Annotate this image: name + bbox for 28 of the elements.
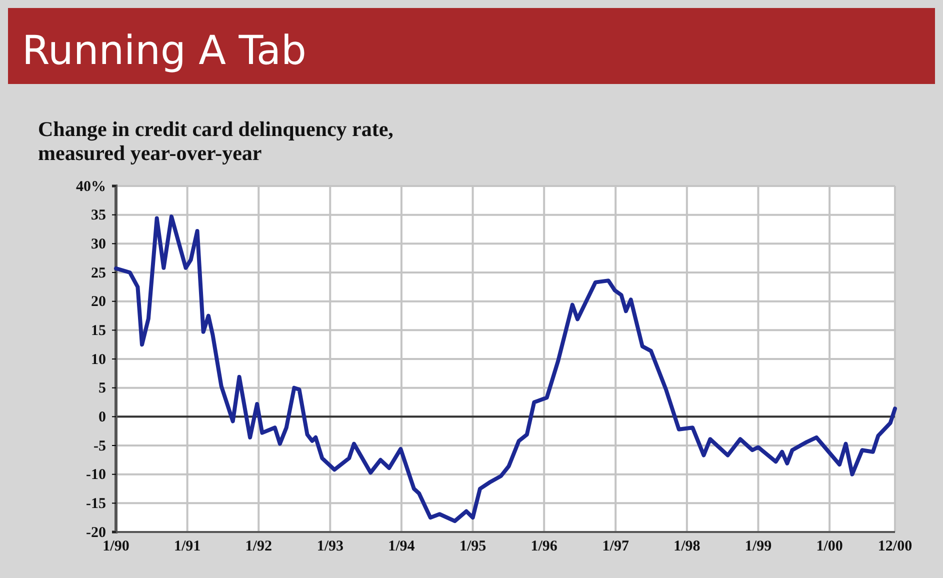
x-tick-label: 1/98 (674, 538, 700, 555)
y-tick-label: 40% (76, 178, 106, 195)
y-tick-label: -5 (94, 438, 106, 454)
line-series (114, 214, 897, 524)
x-tick-label: 1/90 (102, 538, 130, 555)
y-tick-label: -15 (86, 496, 106, 512)
y-tick-label: 15 (91, 322, 106, 339)
x-tick-label: 1/95 (459, 538, 486, 555)
x-tick-label: 12/00 (878, 538, 912, 555)
y-tick-label: 10 (91, 352, 106, 368)
x-tick-label: 1/97 (602, 538, 630, 555)
chart-subtitle: Change in credit card delinquency rate, measured year-over-year (38, 117, 394, 165)
y-tick-label: 35 (91, 208, 106, 224)
y-tick-label: 5 (98, 380, 106, 397)
y-tick-label: -10 (86, 467, 106, 484)
y-tick-label: 30 (91, 236, 106, 252)
x-tick-label: 1/94 (388, 538, 416, 555)
x-tick-label: 1/99 (744, 538, 772, 555)
x-tick-label: 1/96 (530, 538, 558, 555)
x-tick-label: 1/93 (316, 538, 344, 555)
chart-title: Running A Tab (22, 28, 306, 74)
x-tick-label: 1/00 (816, 538, 843, 555)
y-tick-label: 0 (98, 409, 106, 426)
y-tick-label: 20 (91, 294, 106, 310)
y-tick-label: 25 (91, 265, 106, 282)
x-tick-label: 1/91 (174, 538, 201, 555)
y-tick-label: -20 (86, 524, 106, 541)
x-tick-label: 1/92 (245, 538, 272, 555)
